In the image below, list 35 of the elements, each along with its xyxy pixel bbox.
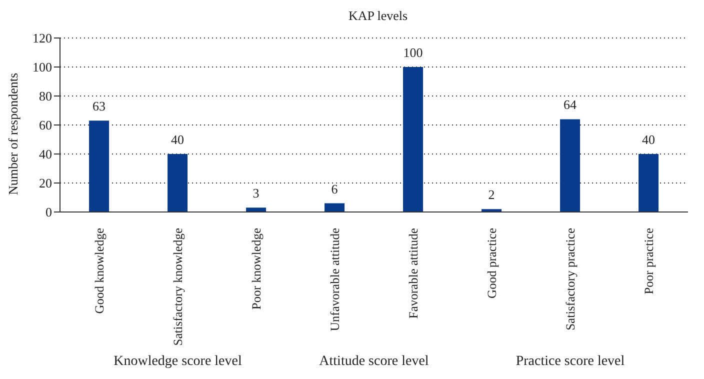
- data-label: 40: [171, 132, 184, 147]
- bar: [89, 120, 110, 212]
- bar: [560, 119, 580, 212]
- data-label: 40: [642, 132, 656, 147]
- text: Knowledge score level: [112, 354, 243, 370]
- data-label: 2: [488, 187, 495, 202]
- data-label: 64: [564, 97, 578, 112]
- bar: [168, 154, 188, 212]
- y-tick-label: 80: [39, 88, 52, 104]
- y-tick-label: 40: [39, 146, 52, 162]
- y-tick-label: 60: [39, 118, 52, 133]
- y-tick-label: 100: [32, 60, 52, 75]
- x-tick-label: Unfavorable attitude: [328, 228, 342, 332]
- y-tick-label: 20: [39, 176, 52, 191]
- x-tick-label: Poor knowledge: [249, 228, 264, 310]
- data-label: 63: [92, 98, 106, 114]
- y-tick-label: 0: [46, 204, 52, 220]
- text: Attitude score level: [318, 354, 430, 370]
- x-tick-label: Good practice: [484, 228, 499, 298]
- x-tick-label: Satisfactory knowledge: [170, 228, 185, 346]
- data-label: 3: [252, 186, 260, 201]
- data-label: 6: [331, 181, 338, 196]
- bar: [638, 154, 659, 212]
- x-tick-label: Favorable attitude: [406, 228, 420, 319]
- x-tick-label: Good knowledge: [92, 228, 106, 314]
- bar: [324, 203, 345, 212]
- bar: [246, 208, 266, 212]
- chart-title: KAP levels: [347, 8, 409, 24]
- bar: [403, 67, 424, 212]
- x-tick-label: Satisfactory practice: [563, 228, 578, 330]
- y-tick-label: 120: [32, 30, 52, 46]
- text: Practice score level: [514, 354, 626, 370]
- data-label: 100: [403, 45, 423, 60]
- x-tick-label: Poor practice: [642, 228, 656, 294]
- y-axis-title: Number of respondents: [6, 72, 21, 195]
